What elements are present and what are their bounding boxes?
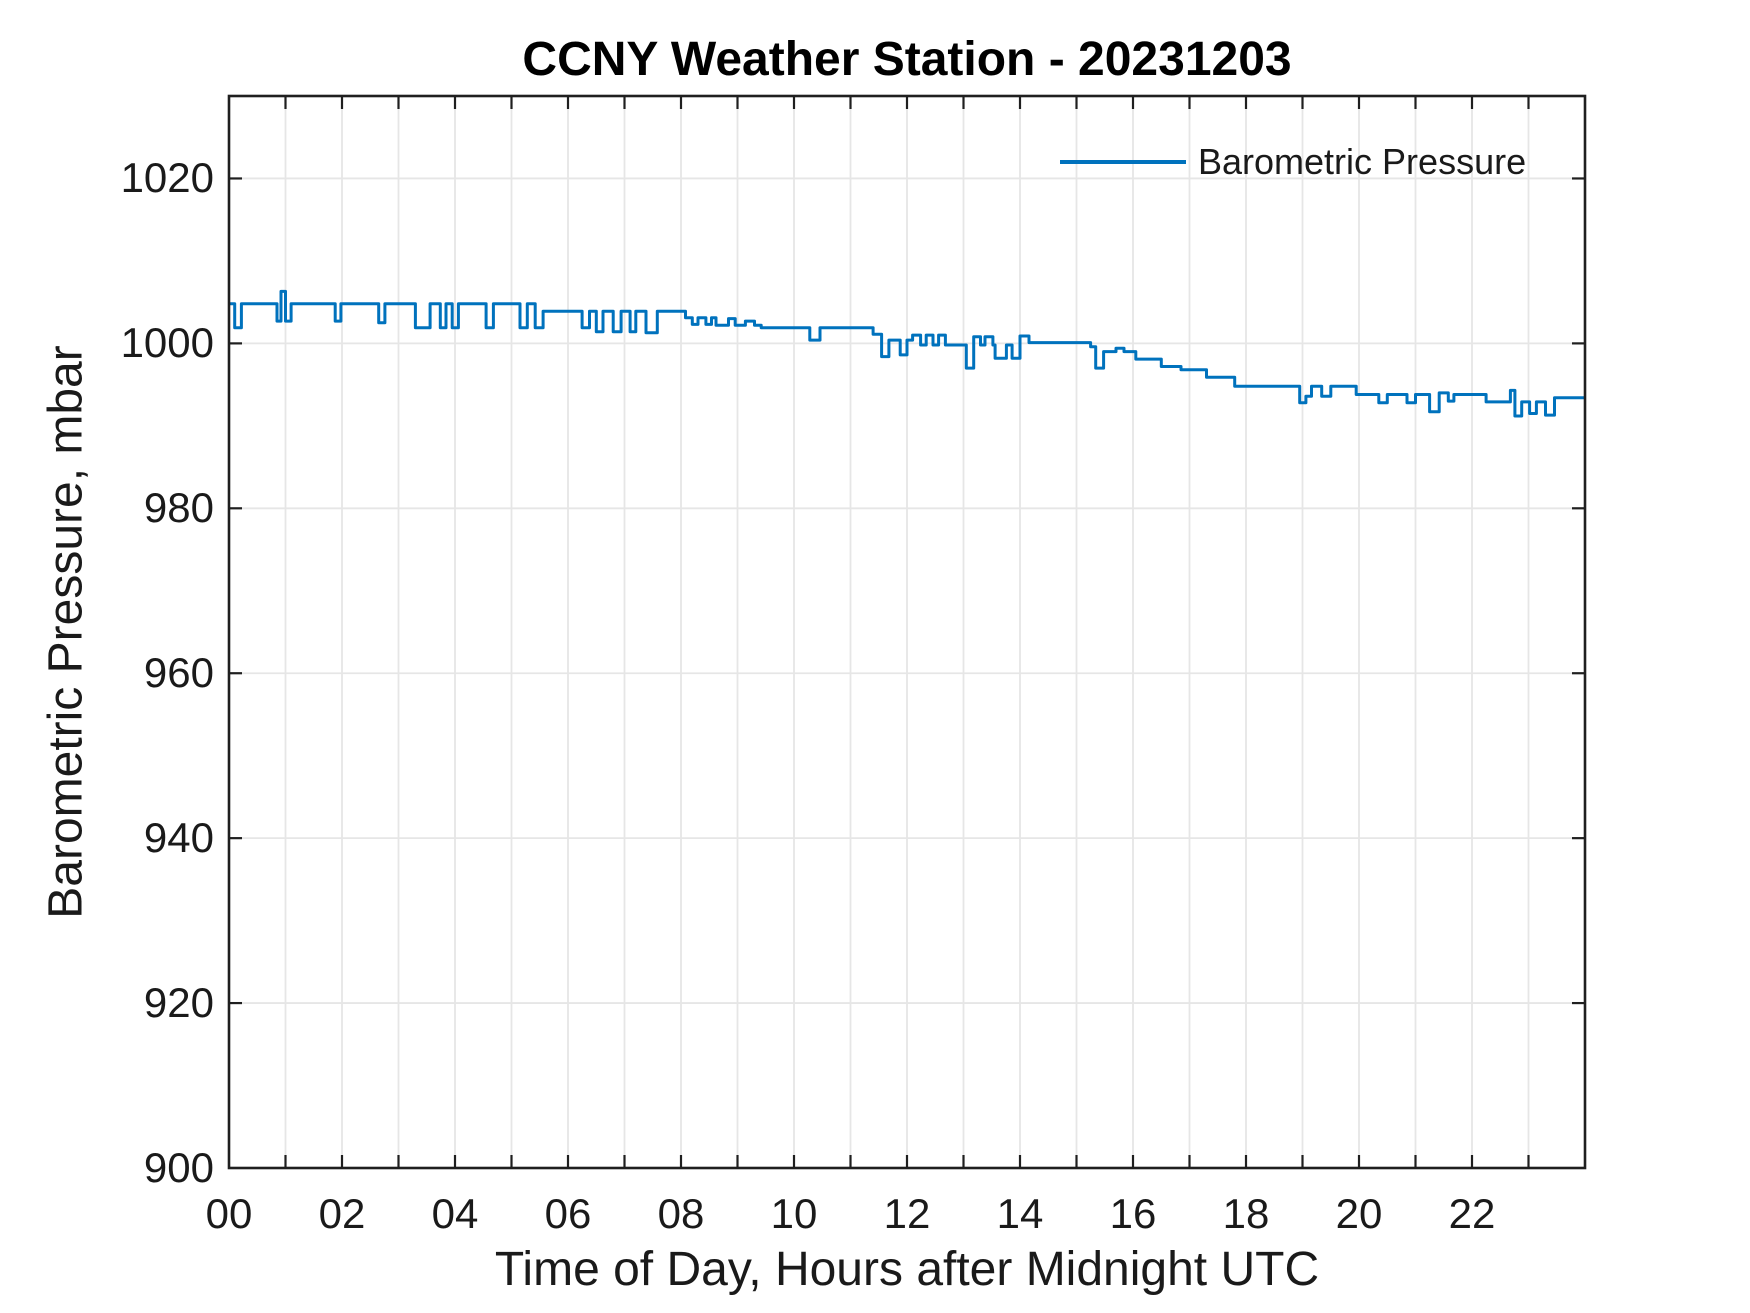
axes-box — [227, 94, 1587, 1170]
x-tick-label: 08 — [657, 1190, 705, 1237]
y-tick-label: 940 — [143, 814, 214, 862]
x-tick-label: 06 — [544, 1190, 592, 1237]
pressure-line — [229, 289, 1585, 418]
x-tick-label: 14 — [996, 1190, 1044, 1237]
x-tick-label: 22 — [1448, 1190, 1496, 1237]
x-tick-label: 10 — [770, 1190, 818, 1237]
legend: Barometric Pressure — [1060, 141, 1526, 183]
x-tick-label: 00 — [205, 1190, 253, 1237]
x-tick-label: 12 — [883, 1190, 931, 1237]
y-tick-label: 960 — [143, 649, 214, 697]
y-tick-label: 1000 — [120, 319, 214, 367]
y-tick-label: 920 — [143, 979, 214, 1027]
chart-title: CCNY Weather Station - 20231203 — [522, 33, 1292, 86]
y-tick-label: 980 — [143, 484, 214, 532]
x-tick-label: 18 — [1222, 1190, 1270, 1237]
x-tick-label: 02 — [318, 1190, 366, 1237]
x-axis-label: Time of Day, Hours after Midnight UTC — [494, 1243, 1320, 1296]
x-tick-label: 20 — [1335, 1190, 1383, 1237]
x-tick-label: 16 — [1109, 1190, 1157, 1237]
y-tick-label: 1020 — [120, 154, 214, 202]
legend-entry-label: Barometric Pressure — [1198, 141, 1527, 182]
legend-line-sample — [1060, 160, 1186, 164]
y-tick-label: 900 — [143, 1144, 214, 1191]
x-tick-label: 04 — [431, 1190, 479, 1237]
